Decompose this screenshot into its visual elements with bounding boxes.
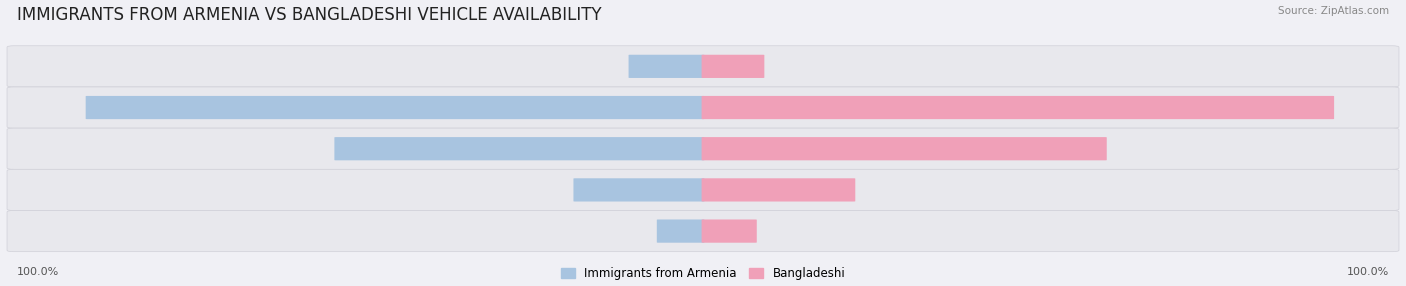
Text: 6.5%: 6.5% [621,225,651,238]
Text: 91.4%: 91.4% [1285,101,1326,114]
Text: IMMIGRANTS FROM ARMENIA VS BANGLADESHI VEHICLE AVAILABILITY: IMMIGRANTS FROM ARMENIA VS BANGLADESHI V… [17,6,602,24]
Text: 100.0%: 100.0% [1347,267,1389,277]
Text: No Vehicles Available: No Vehicles Available [640,60,766,73]
Text: 100.0%: 100.0% [17,267,59,277]
Text: 53.3%: 53.3% [343,142,384,155]
Text: 8.7%: 8.7% [770,60,800,73]
Text: 4+ Vehicles Available: 4+ Vehicles Available [640,225,766,238]
Text: 7.6%: 7.6% [762,225,792,238]
Text: Source: ZipAtlas.com: Source: ZipAtlas.com [1278,6,1389,16]
Text: 2+ Vehicles Available: 2+ Vehicles Available [640,142,766,155]
Text: 58.4%: 58.4% [1057,142,1098,155]
Text: 3+ Vehicles Available: 3+ Vehicles Available [640,183,766,196]
Text: 89.4%: 89.4% [94,101,135,114]
Legend: Immigrants from Armenia, Bangladeshi: Immigrants from Armenia, Bangladeshi [561,267,845,280]
Text: 10.6%: 10.6% [586,60,623,73]
Text: 21.9%: 21.9% [806,183,846,196]
Text: 18.6%: 18.6% [530,183,568,196]
Text: 1+ Vehicles Available: 1+ Vehicles Available [640,101,766,114]
